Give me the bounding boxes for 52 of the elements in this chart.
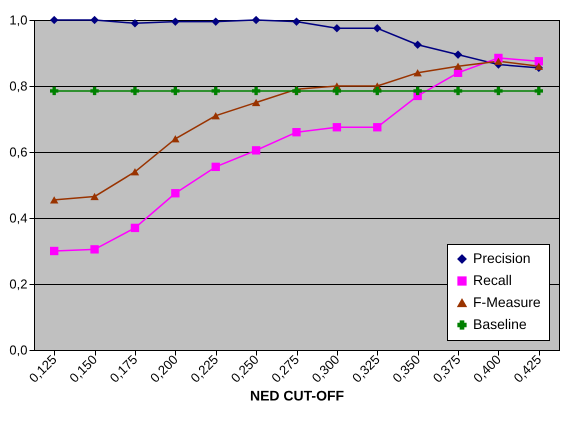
x-axis-title: NED CUT-OFF [250,387,344,404]
point [90,192,99,200]
legend-label: Recall [473,272,512,288]
point [494,86,503,96]
y-tick-label: 0,8 [9,78,28,94]
point [90,16,99,24]
point [171,17,180,26]
y-tick-label: 0,6 [9,144,28,160]
point [252,16,260,24]
point [534,86,543,96]
legend-label: Precision [473,250,531,266]
point [212,112,220,120]
point [171,189,180,198]
point [373,24,382,32]
point [90,245,99,254]
y-tick-label: 0,0 [9,342,28,358]
y-tick-label: 0,4 [9,210,28,226]
point [413,86,422,96]
y-tick-label: 0,2 [9,276,28,292]
point [212,86,220,96]
point [413,69,422,76]
point [212,17,220,26]
y-tick-label: 1,0 [9,12,28,28]
legend-label: Baseline [473,316,527,332]
point [171,86,180,96]
point [252,86,260,96]
point [212,162,220,172]
point [130,19,140,28]
point [130,224,140,232]
point [90,86,99,96]
point [252,98,260,106]
point [50,246,58,256]
point [534,62,543,70]
point [454,50,462,59]
point [292,128,301,136]
point [332,123,342,132]
point [534,57,543,66]
point [292,17,301,26]
point [50,196,58,204]
point [373,86,382,96]
point [332,86,342,96]
point [373,123,382,132]
point [50,86,58,96]
point [50,16,58,24]
point [130,168,140,176]
legend-label: F-Measure [473,294,541,310]
point [171,135,180,142]
point [252,146,260,155]
point [494,58,503,65]
point [413,40,422,49]
point [454,62,462,70]
point [332,24,342,32]
